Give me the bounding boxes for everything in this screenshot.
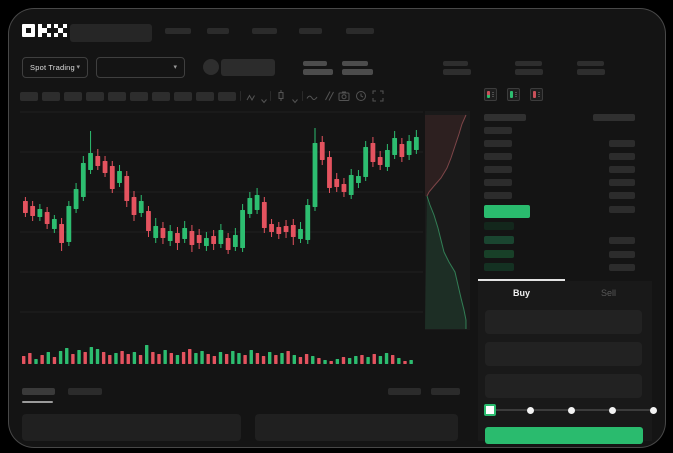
timeframe-button[interactable]: [86, 92, 104, 101]
ask-price-skeleton[interactable]: [484, 192, 512, 199]
buy-button[interactable]: [485, 427, 643, 444]
slider-stop[interactable]: [568, 406, 575, 414]
candle-type-icon[interactable]: [276, 89, 286, 107]
orderbook-price-header-skeleton: [484, 114, 526, 121]
ask-amount-skeleton: [609, 153, 635, 160]
caret-down-icon[interactable]: [291, 92, 299, 110]
stat-value-skeleton: [515, 69, 543, 75]
chevron-down-icon: ▾: [76, 64, 80, 71]
stat-label-skeleton: [342, 61, 368, 66]
ask-price-skeleton[interactable]: [484, 140, 512, 147]
ask-amount-skeleton: [609, 192, 635, 199]
stat-value-skeleton: [577, 69, 605, 75]
search-input[interactable]: [70, 24, 152, 42]
bid-price-skeleton[interactable]: [484, 263, 514, 271]
okx-logo: [22, 24, 67, 37]
total-input[interactable]: [485, 374, 642, 398]
timeframe-button[interactable]: [196, 92, 214, 101]
ask-amount-skeleton: [609, 179, 635, 186]
stat-value-skeleton: [303, 69, 333, 75]
nav-item-skeleton[interactable]: [165, 28, 191, 34]
ask-price-skeleton[interactable]: [484, 179, 512, 186]
order-history-box-skeleton: [255, 414, 458, 441]
orderbook-amount-skeleton: [609, 206, 635, 213]
book-asks-icon[interactable]: [530, 88, 543, 101]
stat-label-skeleton: [577, 61, 604, 66]
chevron-down-icon: ▾: [173, 64, 177, 71]
buy-tab-label: Buy: [512, 288, 530, 298]
ask-amount-skeleton: [609, 166, 635, 173]
pair-name-skeleton: [221, 59, 275, 76]
slider-stop[interactable]: [608, 406, 616, 414]
bid-amount-skeleton: [609, 264, 635, 271]
ask-price-skeleton[interactable]: [484, 153, 512, 160]
timeframe-button[interactable]: [152, 92, 170, 101]
stat-value-skeleton: [443, 69, 471, 75]
logo-letter-k: [38, 24, 51, 37]
caret-down-icon[interactable]: [260, 92, 268, 110]
last-price-pill[interactable]: [484, 205, 530, 218]
stat-value-skeleton: [342, 69, 373, 75]
bottom-action-skeleton[interactable]: [431, 388, 460, 395]
nav-item-skeleton[interactable]: [207, 28, 229, 34]
orderbook-amount-header-skeleton: [593, 114, 635, 121]
active-tab-underline: [22, 401, 53, 403]
expand-icon[interactable]: [372, 89, 384, 107]
book-combined-icon[interactable]: [484, 88, 497, 101]
bottom-action-skeleton[interactable]: [388, 388, 421, 395]
bottom-tab-skeleton[interactable]: [68, 388, 102, 395]
price-input[interactable]: [485, 310, 642, 334]
timeframe-button[interactable]: [42, 92, 60, 101]
bid-price-skeleton[interactable]: [484, 222, 514, 230]
logo-letter-o: [22, 24, 35, 37]
open-orders-box-skeleton: [22, 414, 241, 441]
stat-label-skeleton: [303, 61, 327, 66]
bid-amount-skeleton: [609, 251, 635, 258]
amount-input[interactable]: [485, 342, 642, 366]
timeframe-button[interactable]: [64, 92, 82, 101]
tab-sell[interactable]: Sell: [565, 280, 652, 306]
nav-item-skeleton[interactable]: [346, 28, 374, 34]
slider-handle[interactable]: [484, 404, 496, 416]
divider: [240, 91, 241, 101]
timeframe-button[interactable]: [218, 92, 236, 101]
bid-price-skeleton[interactable]: [484, 250, 514, 258]
bid-amount-skeleton: [609, 237, 635, 244]
timeframe-button[interactable]: [108, 92, 126, 101]
bottom-tab-active-skeleton[interactable]: [22, 388, 55, 395]
logo-letter-x: [54, 24, 67, 37]
nav-item-skeleton[interactable]: [252, 28, 277, 34]
timeframe-button[interactable]: [174, 92, 192, 101]
pair-select[interactable]: ▾: [96, 57, 185, 78]
slider-stop[interactable]: [649, 406, 657, 414]
market-type-label: Spot Trading: [30, 63, 75, 72]
buy-tab-indicator: [478, 279, 565, 281]
slider-stop[interactable]: [527, 406, 535, 414]
timeframe-button[interactable]: [130, 92, 148, 101]
clock-icon[interactable]: [355, 89, 367, 107]
timeframe-button[interactable]: [20, 92, 38, 101]
bid-price-skeleton[interactable]: [484, 236, 514, 244]
ask-amount-skeleton: [609, 140, 635, 147]
coin-avatar: [203, 59, 219, 75]
divider: [302, 91, 303, 101]
nav-item-skeleton[interactable]: [299, 28, 322, 34]
zigzag-icon[interactable]: [246, 90, 257, 108]
market-type-select[interactable]: Spot Trading ▾: [22, 57, 88, 78]
ask-price-skeleton[interactable]: [484, 166, 512, 173]
stat-label-skeleton: [443, 61, 468, 66]
stat-label-skeleton: [515, 61, 542, 66]
indicator-wave-icon[interactable]: [306, 90, 318, 108]
sell-tab-label: Sell: [600, 288, 616, 298]
compare-icon[interactable]: [322, 89, 334, 107]
camera-icon[interactable]: [338, 89, 350, 107]
book-bids-icon[interactable]: [507, 88, 520, 101]
tab-buy[interactable]: Buy: [478, 280, 565, 306]
divider: [270, 91, 271, 101]
ask-price-skeleton[interactable]: [484, 127, 512, 134]
